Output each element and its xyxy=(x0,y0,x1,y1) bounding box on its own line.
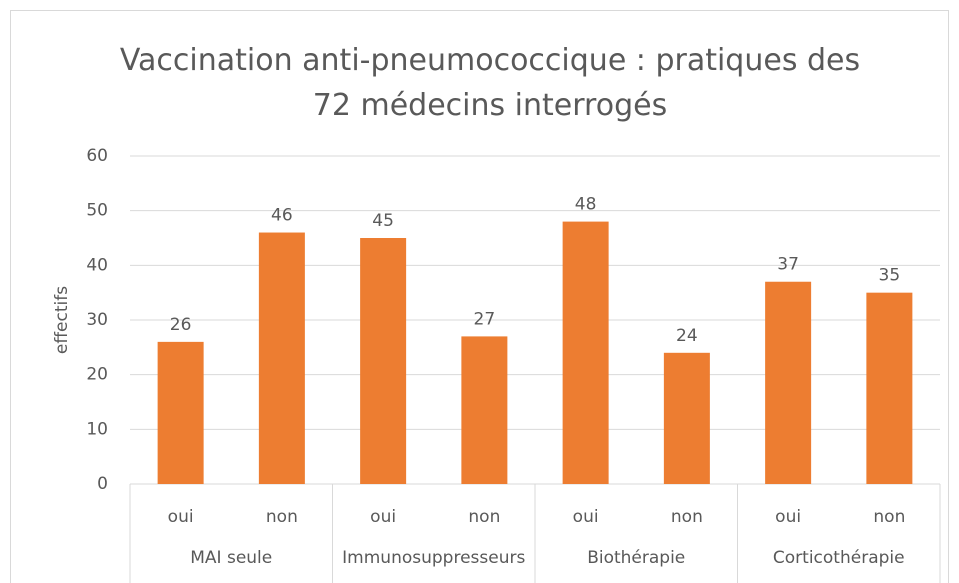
y-tick-label: 50 xyxy=(86,201,108,221)
x-tick-label: non xyxy=(873,507,905,527)
x-tick-label: oui xyxy=(573,507,599,527)
data-label: 45 xyxy=(372,211,394,231)
chart-title: Vaccination anti-pneumococcique : pratiq… xyxy=(119,43,861,123)
bar xyxy=(258,232,305,484)
x-tick-label: non xyxy=(468,507,500,527)
y-tick-label: 10 xyxy=(86,419,108,439)
data-label: 27 xyxy=(474,309,496,329)
bar xyxy=(765,281,812,484)
x-tick-label: non xyxy=(671,507,703,527)
group-label: Immunosuppresseurs xyxy=(342,548,525,568)
bar xyxy=(663,352,710,484)
x-tick-label: oui xyxy=(168,507,194,527)
data-label: 26 xyxy=(170,315,192,335)
data-label: 35 xyxy=(879,266,901,286)
group-label: Corticothérapie xyxy=(773,548,905,568)
y-tick-label: 20 xyxy=(86,365,108,385)
group-label: Biothérapie xyxy=(587,548,685,568)
y-tick-label: 30 xyxy=(86,310,108,330)
x-tick-label: oui xyxy=(370,507,396,527)
y-tick-label: 40 xyxy=(86,255,108,275)
bar xyxy=(562,221,609,484)
x-tick-label: oui xyxy=(775,507,801,527)
bar xyxy=(461,336,508,484)
y-axis-label: effectifs xyxy=(52,286,72,354)
data-label: 46 xyxy=(271,206,293,226)
x-tick-label: non xyxy=(266,507,298,527)
bar xyxy=(866,292,913,484)
data-label: 37 xyxy=(777,255,799,275)
bar xyxy=(157,341,204,484)
chart-border xyxy=(10,10,949,583)
group-label: MAI seule xyxy=(190,548,272,568)
y-tick-label: 0 xyxy=(97,474,108,494)
data-label: 48 xyxy=(575,195,597,215)
bar xyxy=(360,238,407,484)
y-tick-label: 60 xyxy=(86,146,108,166)
data-label: 24 xyxy=(676,326,698,346)
